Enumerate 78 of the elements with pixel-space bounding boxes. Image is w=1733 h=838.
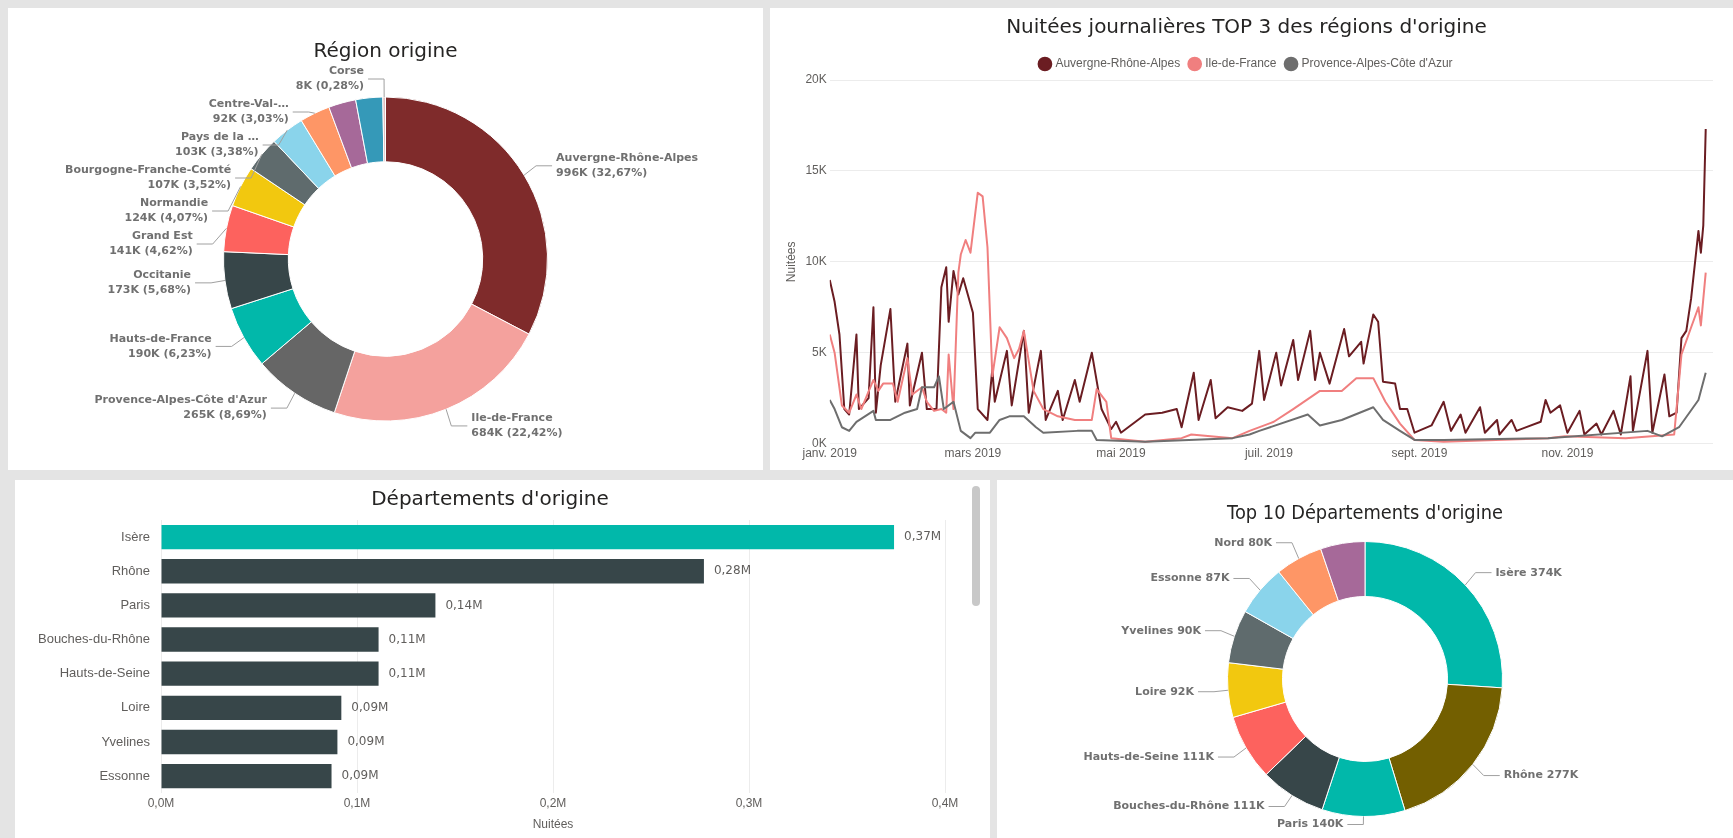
x-tick-label: juil. 2019 (1243, 446, 1294, 461)
slice-label: Loire 92K (1135, 684, 1195, 698)
legend-label: Auvergne-Rhône-Alpes (1055, 56, 1181, 71)
bar (161, 559, 704, 584)
chart-title: Top 10 Départements d'origine (1226, 500, 1503, 524)
x-tick-label: 0,2M (539, 795, 567, 810)
y-tick-label: 5K (812, 345, 827, 360)
bar (161, 763, 332, 789)
legend-label: Provence-Alpes-Côte d'Azur (1301, 56, 1453, 71)
bar (161, 524, 895, 550)
slice-label: Bouches-du-Rhône 111K (1113, 799, 1266, 813)
slice-label: Provence-Alpes-Côte d'Azur (94, 393, 268, 407)
data-label: 124K (4,07%) (124, 211, 209, 225)
y-tick-label: Isère (121, 528, 151, 544)
x-tick-label: nov. 2019 (1541, 446, 1594, 461)
y-tick-label: Rhône (111, 562, 151, 578)
data-label: 265K (8,69%) (183, 408, 267, 422)
slice-label: Hauts-de-Seine 111K (1083, 749, 1215, 763)
x-axis-title: Nuitées (532, 817, 574, 832)
slice-label: Pays de la … (181, 130, 259, 144)
slice-label: Yvelines 90K (1120, 623, 1202, 637)
slice-label: Grand Est (131, 229, 193, 243)
data-label: 92K (3,03%) (212, 112, 289, 126)
y-tick-label: Yvelines (101, 733, 151, 749)
x-tick-label: sept. 2019 (1391, 446, 1448, 461)
x-tick-label: 0,3M (735, 795, 763, 810)
slice-label: Centre-Val-… (208, 97, 289, 111)
slice-label: Bourgogne-Franche-Comté (65, 163, 232, 177)
legend-label: Ile-de-France (1205, 56, 1277, 71)
slice-label: Ile-de-France (471, 411, 553, 425)
y-tick-label: Essonne (99, 767, 151, 783)
data-label: 190K (6,23%) (128, 346, 212, 360)
data-label: 141K (4,62%) (109, 244, 193, 258)
y-axis-title: Nuitées (783, 241, 798, 283)
slice-label: Hauts-de-France (109, 331, 212, 345)
data-label: 0,11M (388, 665, 426, 680)
data-label: 173K (5,68%) (107, 283, 192, 297)
data-label: 0,09M (347, 734, 385, 749)
data-label: 8K (0,28%) (295, 79, 365, 93)
slice-label: Nord 80K (1214, 535, 1273, 549)
y-tick-label: 20K (805, 72, 827, 87)
y-tick-label: Hauts-de-Seine (59, 665, 151, 681)
bar (161, 593, 436, 618)
data-label: 684K (22,42%) (471, 426, 563, 440)
bar (161, 627, 379, 652)
slice-label: Auvergne-Rhône-Alpes (556, 151, 699, 165)
slice-label: Occitanie (133, 268, 192, 282)
data-label: 0,28M (713, 563, 751, 578)
x-tick-label: mai 2019 (1096, 446, 1146, 461)
chart-title: Région origine (313, 38, 458, 63)
chart-title: Départements d'origine (371, 486, 609, 511)
y-tick-label: Paris (120, 596, 151, 612)
x-tick-label: 0,4M (931, 795, 959, 810)
bar (161, 661, 379, 686)
slice-label: Essonne 87K (1150, 571, 1230, 585)
bar (161, 695, 342, 720)
y-tick-label: 15K (805, 163, 827, 178)
data-label: 0,14M (445, 597, 483, 612)
slice-label: Paris 140K (1277, 817, 1344, 831)
x-tick-label: mars 2019 (944, 446, 1002, 461)
data-label: 107K (3,52%) (147, 178, 232, 192)
data-label: 0,09M (341, 768, 379, 783)
y-tick-label: Bouches-du-Rhône (37, 631, 151, 647)
data-label: 103K (3,38%) (175, 145, 259, 159)
y-tick-label: 10K (805, 254, 827, 269)
slice-label: Isère 374K (1495, 565, 1563, 579)
bar (161, 729, 338, 755)
x-tick-label: 0,1M (343, 795, 371, 810)
data-label: 996K (32,67%) (556, 166, 648, 180)
x-tick-label: 0,0M (147, 795, 175, 810)
y-tick-label: Loire (121, 699, 151, 715)
data-label: 0,09M (351, 699, 389, 714)
slice-label: Rhône 277K (1503, 768, 1579, 782)
data-label: 0,37M (904, 529, 942, 544)
chart-title: Nuitées journalières TOP 3 des régions d'origine (1006, 14, 1487, 39)
data-label: 0,11M (388, 631, 426, 646)
slice-label: Corse (328, 64, 365, 78)
slice-label: Normandie (140, 196, 209, 210)
